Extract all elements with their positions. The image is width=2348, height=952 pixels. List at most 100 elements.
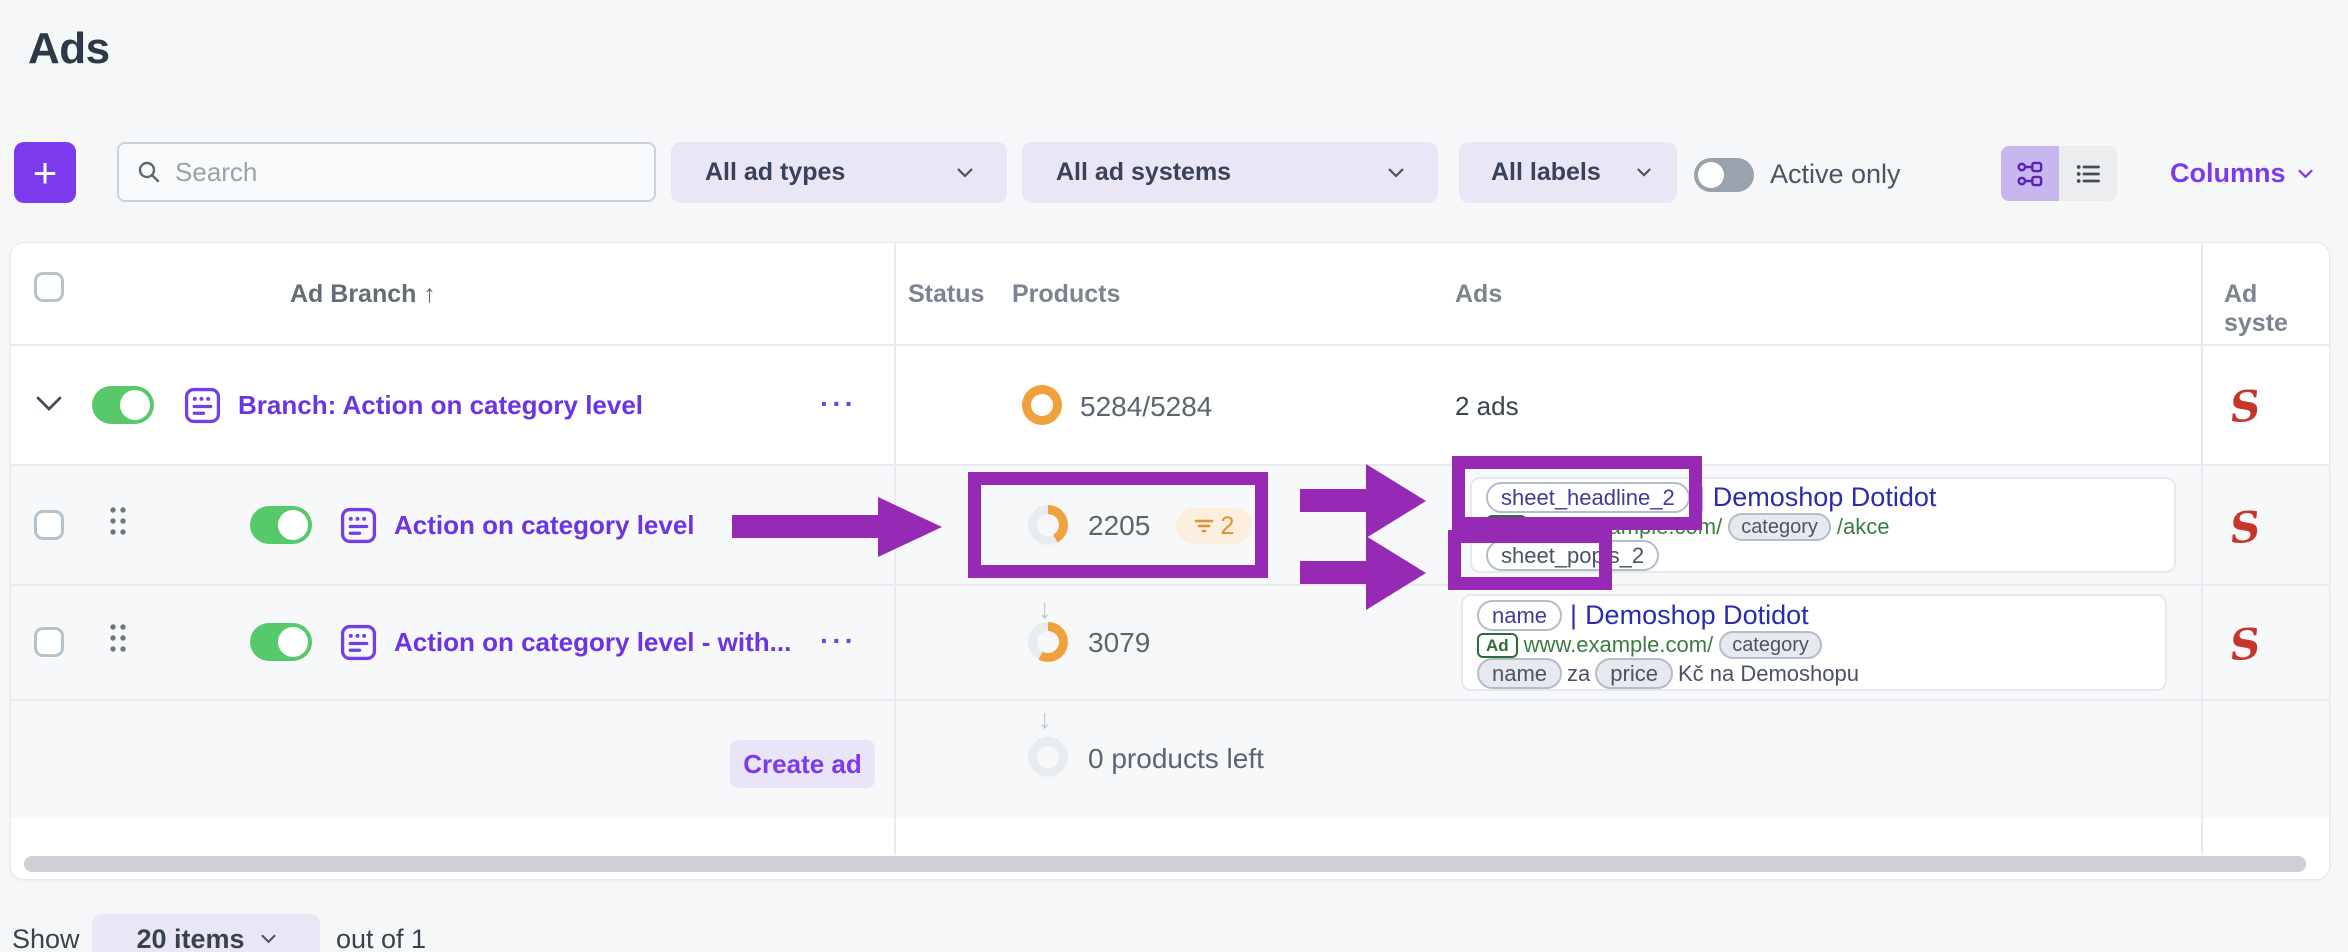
ad-preview-headline: name | Demoshop Dotidot	[1477, 600, 1809, 631]
annotation-rect-description	[1448, 530, 1612, 590]
list-icon	[2076, 164, 2100, 183]
collapse-chevron-icon[interactable]	[36, 396, 62, 416]
brand-name: Demoshop Dotidot	[1712, 482, 1937, 512]
show-label: Show	[12, 924, 80, 952]
column-divider	[2201, 243, 2203, 855]
column-header-status: Status	[908, 280, 985, 308]
hierarchy-icon	[2017, 161, 2043, 186]
row-divider	[11, 699, 2329, 701]
labels-label: All labels	[1491, 158, 1601, 186]
chevron-down-icon	[1388, 167, 1404, 178]
sklik-icon: S	[2227, 618, 2263, 671]
sklik-icon: S	[2227, 380, 2263, 433]
chevron-down-icon	[2297, 168, 2313, 178]
annotation-rect-headline	[1452, 456, 1702, 530]
branch-ads-count: 2 ads	[1455, 391, 1519, 421]
headline-placeholder-pill: sheet_headline_2	[1486, 482, 1690, 513]
create-ad-button[interactable]: Create ad	[730, 740, 875, 788]
ad-branch-icon	[184, 387, 221, 429]
branch-name-link[interactable]: Branch: Action on category level	[238, 390, 644, 420]
name-placeholder-pill: name	[1477, 658, 1563, 689]
active-only-toggle[interactable]	[1694, 158, 1754, 192]
chevron-down-icon	[1637, 168, 1651, 177]
drag-handle[interactable]	[108, 621, 129, 660]
columns-menu[interactable]: Columns	[2170, 158, 2313, 189]
row-checkbox[interactable]	[34, 627, 64, 657]
description-text: za	[1567, 660, 1591, 686]
ad-enabled-toggle[interactable]	[250, 623, 312, 661]
columns-label: Columns	[2170, 158, 2286, 188]
horizontal-scrollbar[interactable]	[24, 856, 2306, 872]
select-all-checkbox[interactable]	[34, 272, 64, 302]
column-header-ads: Ads	[1455, 280, 1503, 308]
ad-preview-headline: sheet_headline_2 | Demoshop Dotidot	[1486, 482, 1936, 513]
tree-view-button[interactable]	[2001, 146, 2059, 201]
chevron-down-icon	[957, 167, 973, 178]
category-placeholder-pill: category	[1728, 513, 1831, 541]
category-placeholder-pill: category	[1719, 631, 1822, 659]
ad-icon	[340, 624, 377, 666]
ad-name-link[interactable]: Action on category level	[394, 510, 695, 540]
description-text: Kč na Demoshopu	[1677, 660, 1859, 686]
filter-badge[interactable]: 2	[1176, 508, 1252, 544]
flow-down-arrow-icon: ↓	[1038, 594, 1052, 624]
display-url: www.example.com/	[1523, 632, 1714, 657]
ad-preview-description: sheet_popis_2	[1486, 540, 1660, 571]
flow-down-arrow-icon: ↓	[1038, 704, 1052, 734]
search-input[interactable]	[175, 156, 636, 188]
annotation-arrow-head	[1366, 464, 1426, 538]
ad-badge: Ad	[1477, 632, 1518, 658]
items-per-page-dropdown[interactable]: 20 items	[92, 914, 320, 952]
filter-count: 2	[1220, 511, 1235, 540]
annotation-arrow-shaft	[1300, 561, 1370, 584]
branch-products-count: 5284/5284	[1080, 391, 1213, 422]
column-header-ad-systems: Ad syste	[2224, 280, 2288, 337]
page-title: Ads	[28, 24, 110, 73]
search-box[interactable]	[117, 142, 656, 202]
filter-icon	[1194, 519, 1213, 533]
ad-more-menu[interactable]: ···	[820, 625, 857, 656]
total-count-label: out of 1	[336, 924, 427, 952]
brand-name: Demoshop Dotidot	[1585, 600, 1809, 630]
active-only-label: Active only	[1770, 159, 1901, 189]
column-header-products: Products	[1012, 280, 1121, 308]
ad-systems-dropdown[interactable]: All ad systems	[1022, 142, 1438, 203]
ad-name-link[interactable]: Action on category level - with...	[394, 627, 792, 657]
ad-products-count: 2205	[1088, 510, 1151, 541]
ad-progress-donut	[1028, 622, 1068, 662]
sklik-icon: S	[2227, 501, 2263, 554]
add-button[interactable]: +	[14, 142, 76, 203]
description-placeholder-pill: sheet_popis_2	[1486, 540, 1660, 571]
ad-preview-url: Ad www.example.com/ category	[1477, 631, 1822, 659]
row-divider	[11, 584, 2329, 586]
annotation-arrow-shaft	[732, 515, 882, 538]
row-divider	[11, 344, 2329, 346]
branch-enabled-toggle[interactable]	[92, 386, 154, 424]
list-view-button[interactable]	[2059, 146, 2117, 201]
row-divider	[11, 464, 2329, 466]
sort-ascending-icon: ↑	[423, 280, 436, 308]
row-checkbox[interactable]	[34, 510, 64, 540]
ad-types-dropdown[interactable]: All ad types	[671, 142, 1007, 203]
drag-handle[interactable]	[108, 504, 129, 543]
ad-preview-description: name za price Kč na Demoshopu	[1477, 658, 1859, 689]
products-left-label: 0 products left	[1088, 743, 1264, 774]
headline-separator: |	[1570, 600, 1578, 630]
column-header-ad-branch[interactable]: Ad Branch ↑	[290, 280, 436, 308]
annotation-arrow-head	[878, 497, 942, 557]
ad-progress-donut	[1028, 505, 1068, 545]
url-suffix: /akce	[1836, 514, 1890, 539]
ad-icon	[340, 507, 377, 549]
ad-products-count: 3079	[1088, 627, 1151, 658]
ad-types-label: All ad types	[705, 158, 846, 186]
labels-dropdown[interactable]: All labels	[1459, 142, 1677, 203]
branch-more-menu[interactable]: ···	[820, 388, 857, 419]
headline-placeholder-pill: name	[1477, 600, 1563, 631]
ad-systems-label: All ad systems	[1056, 158, 1232, 186]
items-per-page-value: 20 items	[136, 924, 245, 952]
ad-enabled-toggle[interactable]	[250, 506, 312, 544]
plus-icon: +	[32, 148, 58, 196]
annotation-arrow-shaft	[1300, 489, 1370, 512]
chevron-down-icon	[260, 934, 276, 944]
empty-progress-donut	[1028, 737, 1068, 777]
